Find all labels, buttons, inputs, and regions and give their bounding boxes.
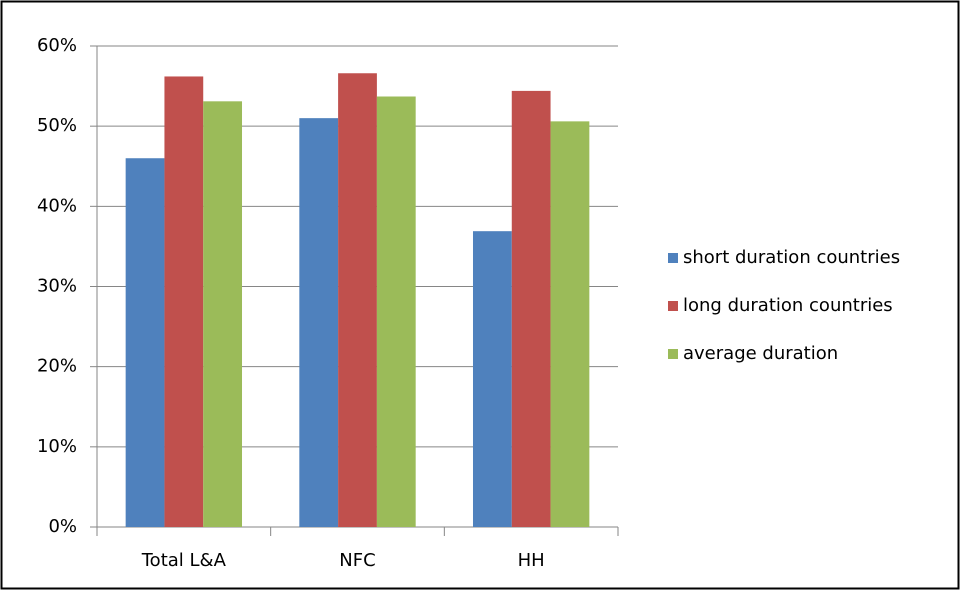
bar	[299, 118, 339, 528]
y-tick-label: 50%	[37, 115, 77, 136]
x-tick-label: NFC	[339, 550, 375, 571]
legend-label: short duration countries	[683, 247, 900, 268]
y-tick-label: 10%	[37, 436, 77, 457]
legend-label: long duration countries	[683, 295, 893, 316]
bar	[376, 96, 416, 527]
bar	[125, 158, 165, 527]
bar	[472, 231, 512, 527]
bar	[164, 76, 204, 528]
bar	[550, 121, 590, 528]
y-tick-label: 30%	[37, 276, 77, 297]
y-tick-label: 60%	[37, 35, 77, 56]
y-tick-label: 0%	[48, 516, 77, 537]
x-tick-label: HH	[518, 550, 545, 571]
legend-swatch	[668, 253, 678, 263]
y-tick-label: 40%	[37, 195, 77, 216]
legend-swatch	[668, 301, 678, 311]
bar	[511, 90, 551, 527]
legend-label: average duration	[683, 343, 838, 364]
bar	[338, 73, 377, 528]
y-tick-label: 20%	[37, 356, 77, 377]
bar	[203, 101, 243, 527]
legend-swatch	[668, 349, 678, 359]
x-tick-label: Total L&A	[141, 550, 227, 571]
